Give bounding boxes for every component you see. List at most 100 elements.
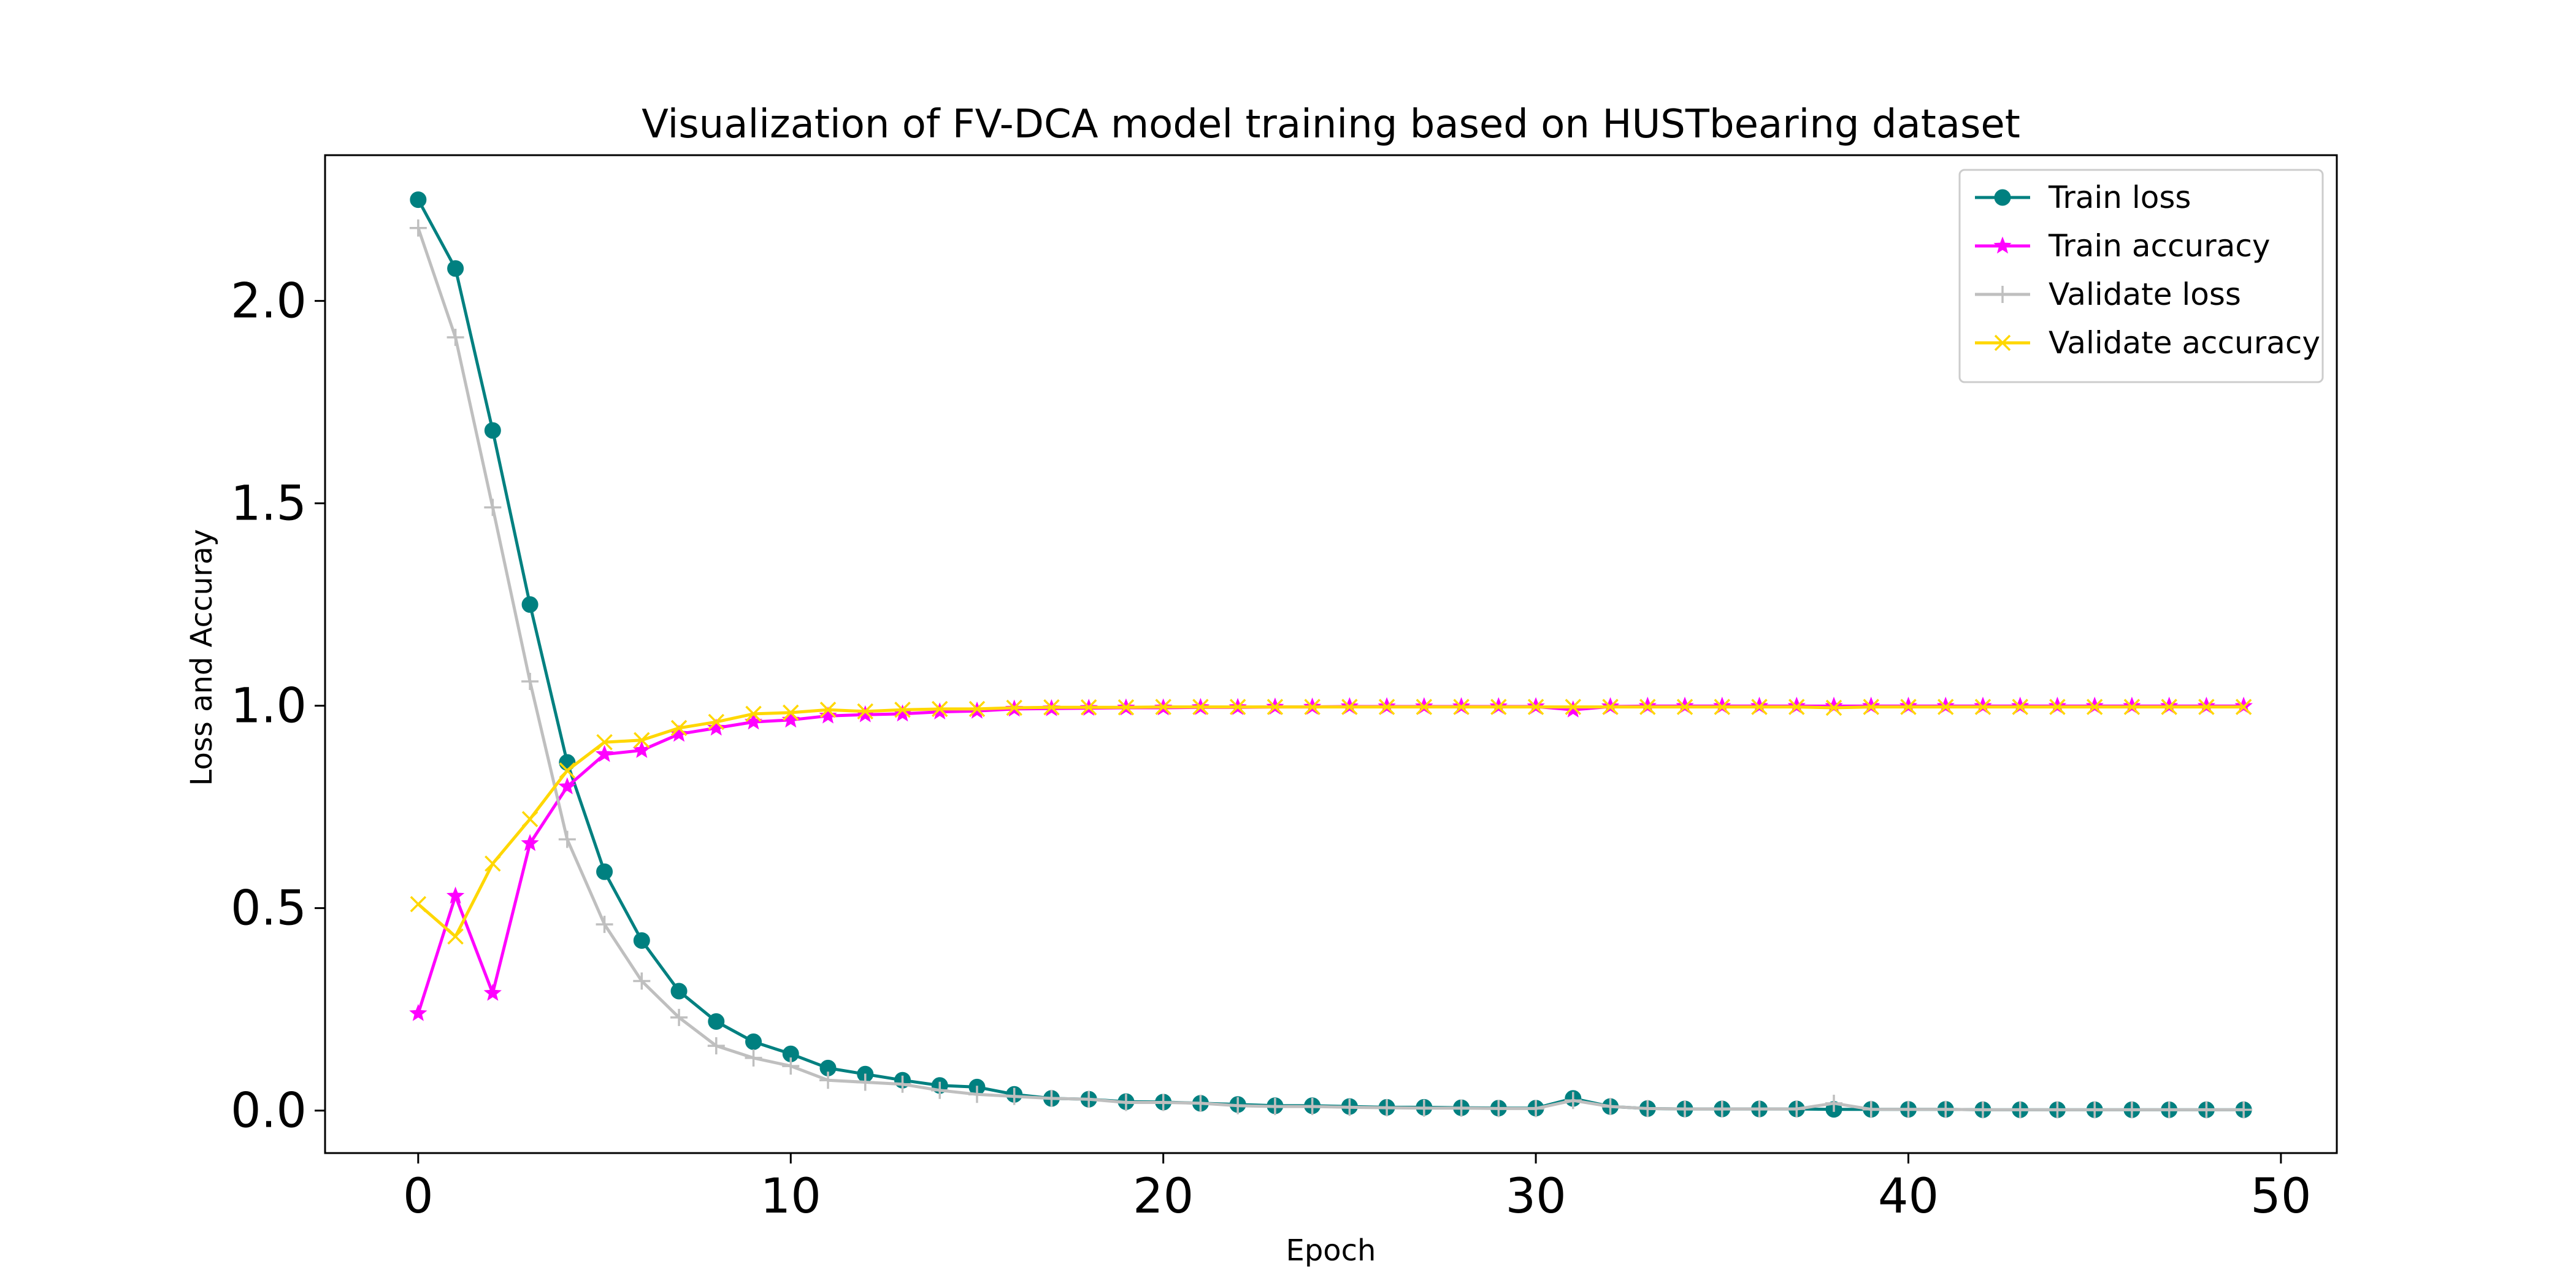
x-tick-label: 10 [761, 1169, 821, 1224]
data-point-train-loss [410, 191, 427, 209]
data-point-validate-loss [1043, 1089, 1060, 1107]
data-point-validate-loss [2198, 1101, 2215, 1119]
legend-box [1958, 169, 2324, 383]
data-point-validate-loss [819, 1071, 837, 1089]
data-point-train-accuracy [1974, 696, 1992, 714]
data-point-validate-loss [1899, 1100, 1917, 1118]
data-point-validate-accuracy [1863, 699, 1879, 715]
data-point-validate-accuracy [596, 734, 613, 751]
data-point-validate-accuracy [1937, 699, 1954, 715]
data-point-validate-accuracy [1229, 699, 1246, 715]
data-point-validate-accuracy [634, 732, 650, 748]
data-point-train-accuracy [2048, 696, 2067, 714]
data-point-validate-accuracy [1639, 699, 1656, 715]
data-point-train-loss [633, 932, 650, 949]
legend-marker [1994, 334, 2011, 351]
data-point-validate-accuracy [521, 811, 539, 827]
data-point-train-accuracy [1676, 696, 1694, 714]
data-point-validate-loss [1564, 1092, 1582, 1110]
data-point-validate-loss [1452, 1099, 1470, 1117]
data-point-validate-accuracy [857, 703, 873, 720]
data-point-validate-loss [2235, 1101, 2253, 1119]
data-point-train-loss [596, 863, 613, 880]
data-point-validate-loss [745, 1049, 762, 1067]
data-point-train-accuracy [2011, 696, 2030, 714]
data-point-validate-loss [1005, 1087, 1023, 1105]
data-point-train-accuracy [446, 886, 465, 904]
data-point-validate-loss [1303, 1098, 1321, 1116]
data-point-train-accuracy [409, 1003, 427, 1021]
data-point-validate-loss [1080, 1091, 1098, 1108]
data-point-validate-loss [856, 1073, 874, 1091]
data-point-validate-loss [1192, 1094, 1209, 1112]
legend: Train loss Train accuracy Validate loss Val… [1958, 169, 2324, 383]
data-point-train-accuracy [2160, 696, 2179, 714]
y-axis: 0.0 0.5 1.0 1.5 2.0 [231, 274, 325, 1139]
series-validate-accuracy [410, 699, 2252, 945]
legend-marker [1993, 236, 2012, 254]
data-point-validate-accuracy [1788, 699, 1805, 715]
data-point-validate-accuracy [1974, 699, 1991, 715]
data-point-train-accuracy [1787, 696, 1806, 714]
data-point-train-loss [484, 422, 501, 439]
data-point-validate-loss [2123, 1101, 2141, 1119]
data-point-validate-accuracy [1714, 699, 1731, 715]
data-point-validate-loss [1117, 1094, 1135, 1111]
data-point-train-accuracy [2123, 696, 2141, 714]
data-point-validate-accuracy [1900, 699, 1917, 715]
data-point-validate-accuracy [1117, 699, 1135, 716]
data-point-train-accuracy [819, 706, 837, 724]
data-point-validate-accuracy [2049, 699, 2066, 715]
data-point-validate-loss [1341, 1098, 1359, 1116]
y-tick-label: 2.0 [231, 274, 307, 329]
data-point-validate-accuracy [2012, 699, 2028, 715]
data-point-validate-loss [1490, 1100, 1508, 1117]
data-point-validate-loss [1788, 1100, 1806, 1118]
data-point-train-accuracy [707, 718, 726, 736]
data-point-validate-accuracy [894, 702, 911, 718]
data-point-validate-accuracy [2123, 699, 2141, 715]
legend-item-train-loss: Train loss [1975, 180, 2191, 215]
data-point-validate-accuracy [1267, 699, 1284, 715]
data-point-validate-accuracy [1751, 699, 1768, 715]
data-point-validate-accuracy [745, 705, 762, 723]
data-point-validate-accuracy [1341, 699, 1358, 715]
data-point-train-accuracy [483, 983, 502, 1001]
y-tick-label: 1.5 [231, 477, 307, 532]
data-point-validate-accuracy [931, 700, 948, 718]
data-point-validate-loss [596, 916, 613, 933]
data-point-train-accuracy [2197, 696, 2216, 714]
data-point-train-accuracy [1750, 696, 1769, 714]
x-tick-label: 20 [1133, 1169, 1194, 1224]
data-point-train-accuracy [1638, 696, 1657, 714]
legend-marker [1994, 286, 2011, 303]
x-tick-label: 30 [1505, 1169, 1566, 1224]
data-point-validate-accuracy [1453, 699, 1470, 715]
data-point-validate-loss [1974, 1101, 1991, 1119]
data-point-validate-accuracy [2198, 699, 2215, 715]
data-point-validate-accuracy [485, 855, 501, 872]
data-point-validate-accuracy [819, 702, 837, 718]
data-point-validate-accuracy [1006, 699, 1022, 716]
data-point-validate-accuracy [1416, 699, 1433, 715]
data-point-validate-loss [2011, 1101, 2029, 1119]
data-point-validate-loss [558, 830, 576, 848]
data-point-validate-accuracy [1043, 699, 1060, 716]
data-point-validate-loss [409, 219, 427, 237]
legend-marker [1994, 189, 2011, 206]
data-point-train-loss [521, 596, 539, 613]
x-tick-label: 0 [403, 1169, 434, 1224]
data-point-validate-loss [1415, 1099, 1433, 1117]
data-point-validate-accuracy [1080, 699, 1097, 716]
data-point-validate-accuracy [1602, 699, 1619, 715]
data-point-validate-loss [2086, 1101, 2104, 1119]
data-point-validate-loss [782, 1057, 800, 1075]
legend-item-train-accuracy: Train accuracy [1975, 228, 2270, 264]
data-point-train-loss [745, 1033, 762, 1050]
plot-frame [324, 154, 2338, 1154]
data-point-validate-accuracy [670, 719, 688, 737]
data-point-validate-accuracy [968, 700, 986, 718]
data-point-validate-loss [1154, 1094, 1172, 1111]
data-point-validate-loss [968, 1086, 986, 1103]
